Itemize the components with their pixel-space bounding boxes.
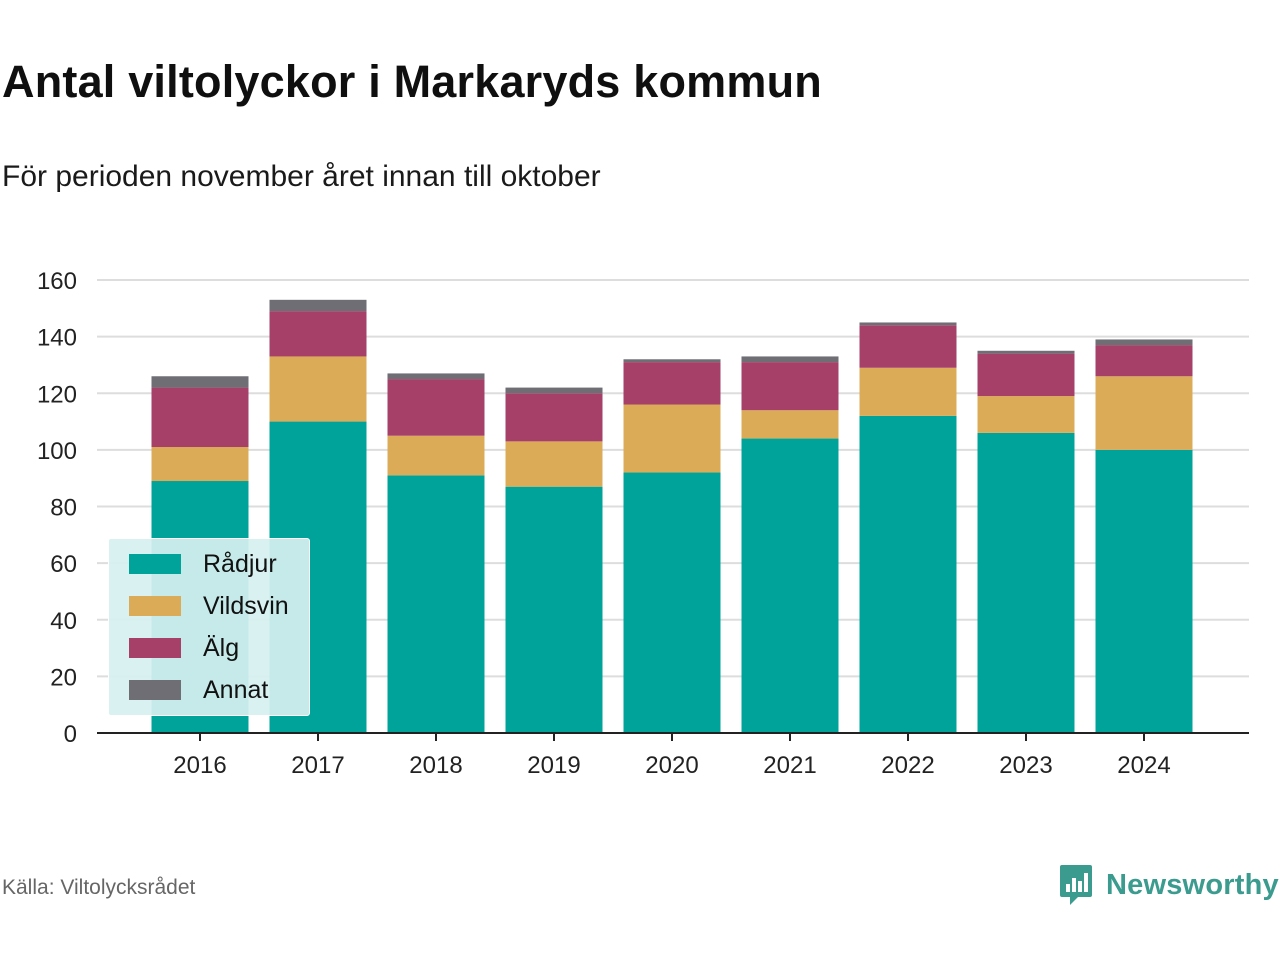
bar-segment-2021-rådjur [741, 438, 839, 733]
bar-segment-2019-rådjur [505, 486, 603, 733]
y-axis-tick-labels: 0 20 40 60 80 100 120 140 160 [37, 268, 77, 748]
bar-segment-2022-vildsvin [859, 367, 957, 416]
bar-segment-2018-rådjur [387, 475, 485, 733]
legend-item: Vildsvin [129, 592, 289, 620]
bar-segment-2016-vildsvin [151, 447, 249, 482]
legend-item: Älg [129, 634, 239, 662]
x-tick-label: 2020 [645, 752, 698, 779]
x-tick-label: 2016 [173, 752, 226, 779]
legend-label: Annat [203, 675, 269, 704]
y-tick-label: 80 [50, 495, 77, 522]
bar-segment-2017-annat [269, 299, 367, 312]
legend-swatch [129, 638, 181, 658]
legend-item: Annat [129, 676, 268, 704]
bar-segment-2021-älg [741, 362, 839, 411]
bar-segment-2020-annat [623, 359, 721, 363]
bar-segment-2019-vildsvin [505, 441, 603, 487]
y-tick-label: 0 [64, 721, 77, 748]
x-tick-label: 2023 [999, 752, 1052, 779]
legend: Rådjur Vildsvin Älg Annat [108, 538, 310, 716]
chart-title: Antal viltolyckor i Markaryds kommun [2, 56, 822, 107]
bar-segment-2019-annat [505, 387, 603, 394]
bar-segment-2022-annat [859, 322, 957, 326]
bar-segment-2018-annat [387, 373, 485, 380]
x-tick-label: 2024 [1117, 752, 1170, 779]
bar-segment-2021-annat [741, 356, 839, 363]
y-tick-label: 160 [37, 268, 77, 295]
bar-segment-2019-älg [505, 393, 603, 442]
bar-segment-2018-vildsvin [387, 435, 485, 476]
x-tick-label: 2018 [409, 752, 462, 779]
brand-logo: Newsworthy [1058, 862, 1279, 908]
bar-segment-2016-annat [151, 376, 249, 388]
legend-swatch [129, 596, 181, 616]
legend-label: Rådjur [203, 549, 277, 578]
y-tick-label: 140 [37, 325, 77, 352]
bar-segment-2023-annat [977, 350, 1075, 354]
bars [151, 299, 1193, 733]
x-axis-tick-labels: 2016 2017 2018 2019 2020 2021 2022 2023 2024 [173, 733, 1171, 779]
y-tick-label: 100 [37, 438, 77, 465]
bar-segment-2018-älg [387, 379, 485, 436]
bar-segment-2021-vildsvin [741, 410, 839, 439]
bar-segment-2024-älg [1095, 345, 1193, 377]
legend-item: Rådjur [129, 550, 277, 578]
bar-segment-2023-rådjur [977, 432, 1075, 733]
y-tick-label: 60 [50, 551, 77, 578]
source-note: Källa: Viltolycksrådet [2, 876, 196, 899]
y-tick-label: 120 [37, 381, 77, 408]
legend-swatch [129, 680, 181, 700]
legend-label: Älg [203, 633, 240, 662]
bar-segment-2023-älg [977, 353, 1075, 397]
legend-label: Vildsvin [203, 591, 289, 620]
x-tick-label: 2021 [763, 752, 816, 779]
bar-chart-icon [1060, 865, 1092, 905]
bar-segment-2024-annat [1095, 339, 1193, 346]
bar-segment-2024-rådjur [1095, 449, 1193, 733]
bar-segment-2020-rådjur [623, 472, 721, 733]
chart-subtitle: För perioden november året innan till ok… [2, 160, 601, 193]
x-tick-label: 2022 [881, 752, 934, 779]
bar-segment-2022-rådjur [859, 415, 957, 733]
bar-segment-2017-älg [269, 311, 367, 357]
bar-segment-2016-älg [151, 387, 249, 448]
legend-swatch [129, 554, 181, 574]
bar-segment-2017-vildsvin [269, 356, 367, 422]
bar-segment-2023-vildsvin [977, 396, 1075, 433]
brand-name: Newsworthy [1106, 868, 1279, 901]
bar-segment-2024-vildsvin [1095, 376, 1193, 450]
x-tick-label: 2017 [291, 752, 344, 779]
bar-segment-2020-vildsvin [623, 404, 721, 473]
x-tick-label: 2019 [527, 752, 580, 779]
bar-segment-2020-älg [623, 362, 721, 405]
y-tick-label: 20 [50, 664, 77, 691]
bar-segment-2022-älg [859, 325, 957, 368]
y-tick-label: 40 [50, 608, 77, 635]
